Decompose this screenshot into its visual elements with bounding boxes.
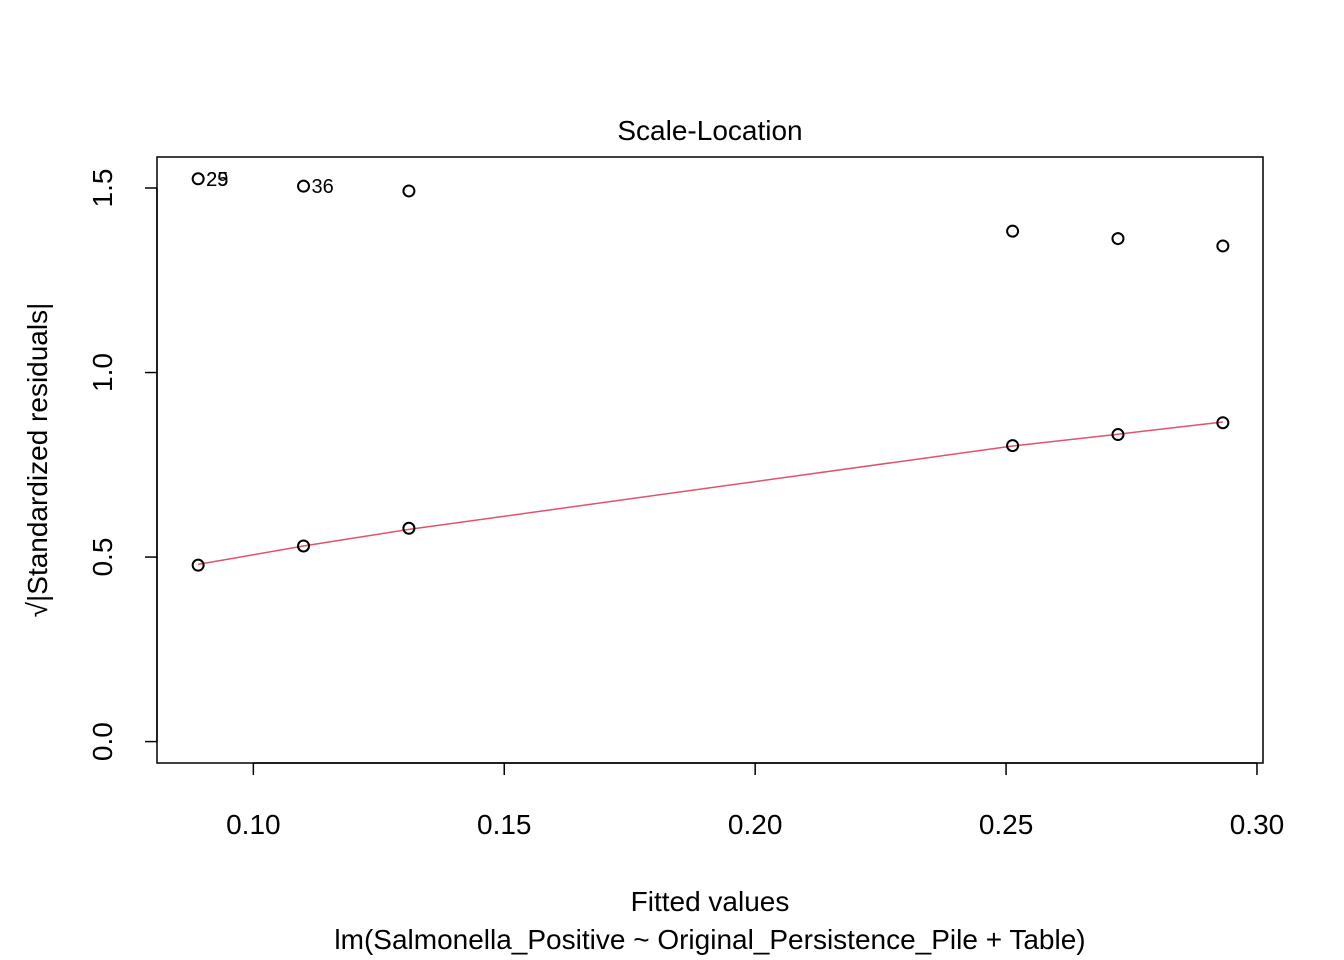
x-axis-label: Fitted values <box>631 886 790 917</box>
y-tick-label: 1.5 <box>87 169 118 208</box>
point-id-label: 25 <box>206 169 228 191</box>
y-tick-label: 0.0 <box>87 722 118 761</box>
data-point <box>1111 232 1125 246</box>
data-point <box>1006 439 1020 453</box>
x-tick-label: 0.10 <box>226 809 281 840</box>
point-id-label: 29 <box>206 169 228 191</box>
data-point <box>1111 428 1125 442</box>
point-id-label: 36 <box>312 176 334 198</box>
chart-subtitle: lm(Salmonella_Positive ~ Original_Persis… <box>334 924 1085 955</box>
chart-title: Scale-Location <box>617 115 802 146</box>
smoother-layer <box>197 421 1223 566</box>
x-tick-label: 0.25 <box>979 809 1034 840</box>
data-point <box>402 184 416 198</box>
data-point <box>1006 224 1020 238</box>
data-point <box>297 539 311 553</box>
x-tick-label: 0.20 <box>728 809 783 840</box>
data-point <box>1216 239 1230 253</box>
plot-frame <box>156 156 1264 764</box>
data-point <box>297 179 311 193</box>
x-tick-label: 0.15 <box>477 809 532 840</box>
data-point <box>191 172 205 186</box>
y-axis-label: √|Standardized residuals| <box>22 303 53 618</box>
y-tick-label: 1.0 <box>87 353 118 392</box>
data-point <box>191 558 205 572</box>
smoother-line <box>197 421 1223 566</box>
x-axis: 0.10 0.15 0.20 0.25 0.30 <box>226 762 1285 840</box>
y-axis: 0.0 0.5 1.0 1.5 <box>87 169 158 761</box>
x-tick-label: 0.30 <box>1230 809 1285 840</box>
data-point <box>402 521 416 535</box>
points-layer <box>191 172 1230 572</box>
y-tick-label: 0.5 <box>87 538 118 577</box>
data-point <box>1216 416 1230 430</box>
